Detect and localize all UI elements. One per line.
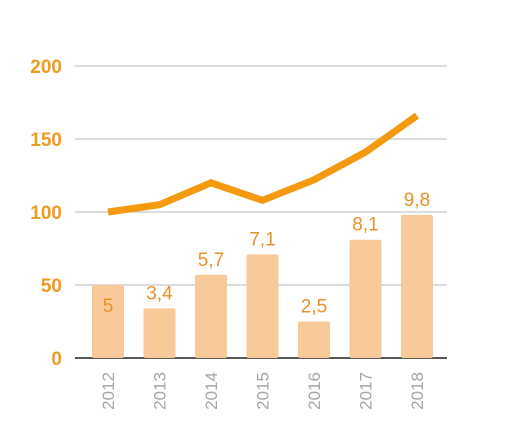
y-tick-label: 150 bbox=[30, 130, 62, 151]
line-path bbox=[107, 112, 420, 216]
bar bbox=[401, 214, 433, 358]
y-tick-label: 50 bbox=[41, 276, 62, 297]
data-label: 8,1 bbox=[352, 215, 378, 236]
y-tick-label: 200 bbox=[30, 57, 62, 78]
y-tick-label: 100 bbox=[30, 203, 62, 224]
x-axis-ticks: 2012 2013 2014 2015 2016 2017 2018 bbox=[99, 372, 427, 410]
x-tick-label: 2012 bbox=[99, 372, 118, 410]
data-labels: 5 3,4 5,7 7,1 2,5 8,1 9,8 bbox=[103, 190, 431, 318]
x-tick-label: 2015 bbox=[254, 372, 273, 410]
data-label: 5,7 bbox=[198, 250, 224, 271]
y-tick-label: 0 bbox=[51, 349, 62, 370]
data-label: 3,4 bbox=[146, 283, 173, 304]
data-label: 9,8 bbox=[404, 190, 430, 211]
y-axis-ticks: 0 50 100 150 200 bbox=[30, 57, 62, 370]
line-series bbox=[107, 112, 420, 216]
x-tick-label: 2013 bbox=[151, 372, 170, 410]
data-label: 7,1 bbox=[249, 229, 275, 250]
bar bbox=[92, 285, 124, 358]
bar bbox=[298, 321, 330, 358]
x-tick-label: 2018 bbox=[408, 372, 427, 410]
x-tick-label: 2014 bbox=[202, 372, 221, 410]
bar bbox=[143, 308, 176, 358]
bar bbox=[246, 254, 279, 358]
bar bbox=[349, 239, 382, 358]
bar bbox=[195, 274, 227, 358]
x-tick-label: 2016 bbox=[305, 372, 324, 410]
bar-series bbox=[92, 214, 433, 358]
x-tick-label: 2017 bbox=[357, 372, 376, 410]
data-label: 2,5 bbox=[301, 297, 327, 318]
data-label: 5 bbox=[103, 296, 114, 317]
